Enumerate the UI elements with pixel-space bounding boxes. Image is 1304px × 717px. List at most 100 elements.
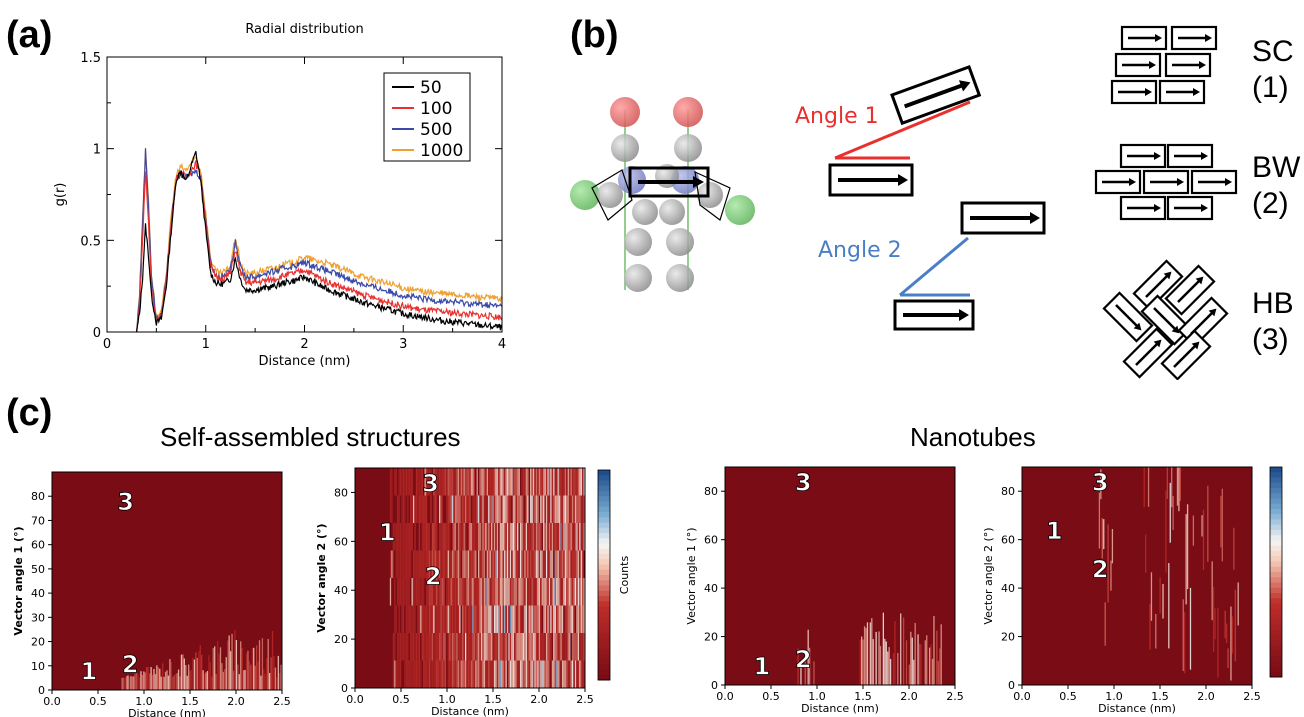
heatmap-streak [227, 640, 229, 690]
heatmap-streak [486, 495, 488, 523]
heatmap-streak [457, 495, 460, 523]
heatmap-streak [492, 660, 494, 688]
heatmap-streak [1178, 467, 1180, 512]
heatmap-streak [491, 605, 493, 633]
heatmap-streak [554, 578, 556, 606]
heatmap-streak [573, 550, 575, 578]
heatmap-streak [532, 605, 535, 633]
heatmap-streak [1227, 648, 1229, 669]
heatmap-streak [404, 633, 406, 661]
heatmap-streak [556, 523, 558, 551]
heatmap-streak [244, 669, 246, 690]
pattern-arrow [1153, 307, 1177, 331]
colorbar-cell [1270, 498, 1282, 505]
heatmap-streak [885, 641, 887, 685]
bw-box [1142, 169, 1190, 195]
heatmap-streak [467, 605, 470, 633]
heatmap-streak [401, 468, 403, 496]
heatmap-streak [141, 675, 144, 690]
heatmap-streak [172, 676, 174, 690]
heatmap-streak [254, 665, 256, 690]
heatmap-streak [514, 495, 516, 523]
heatmap-streak [551, 550, 554, 578]
heatmap-streak [479, 605, 481, 633]
heatmap-streak [551, 523, 554, 551]
pattern-arrowhead [1153, 339, 1162, 348]
heatmap-streak [410, 660, 412, 688]
heatmap-streak [522, 468, 525, 496]
heatmap-streak [486, 468, 488, 496]
heatmap-streak [554, 550, 556, 578]
heatmap-streak [245, 653, 248, 690]
heatmap-streak [548, 578, 551, 606]
heatmap-streak [391, 495, 393, 523]
heatmap-streak [1162, 584, 1164, 619]
heatmap-streak [225, 657, 227, 690]
heatmap-streak [475, 523, 477, 551]
heatmap-streak [582, 605, 584, 633]
heatmap-streak [506, 495, 509, 523]
heatmap-streak [482, 495, 484, 523]
heatmap-bg [725, 467, 955, 685]
heatmap-streak [399, 633, 402, 661]
heatmap-streak [166, 670, 168, 690]
heatmap-streak [402, 550, 405, 578]
pattern-arrow [1177, 279, 1201, 303]
angle2-line-a [899, 236, 969, 297]
heatmap-streak [492, 578, 494, 606]
heatmap-streak [553, 605, 555, 633]
pattern-hb-num: (3) [1252, 323, 1289, 356]
heatmap-streak [449, 660, 451, 688]
heatmap-streak [569, 495, 571, 523]
heatmap-streak [579, 605, 581, 633]
heatmap-streak [427, 605, 429, 633]
heatmap-streak [531, 468, 533, 496]
heatmap-streak [512, 660, 515, 688]
heatmap-streak [1221, 488, 1223, 562]
pattern-arrowhead [1191, 341, 1200, 350]
heatmap-ytick-label: 10 [31, 660, 45, 673]
heatmap-streak [193, 659, 196, 690]
heatmap-streak [509, 578, 512, 606]
heatmap-streak [547, 660, 549, 688]
heatmap-streak [518, 468, 520, 496]
heatmap-streak [522, 605, 525, 633]
heatmap-streak [550, 468, 552, 496]
heatmap-streak [518, 605, 520, 633]
heatmap-streak [926, 635, 928, 685]
heatmap-streak [547, 523, 549, 551]
heatmap-streak [553, 468, 555, 496]
heatmap-streak [524, 523, 526, 551]
heatmap-streak [465, 550, 467, 578]
rdf-legend-label: 50 [420, 78, 442, 98]
heatmap-xtick-label: 0.5 [762, 690, 780, 703]
heatmap-streak [463, 550, 465, 578]
vector-box [628, 166, 710, 198]
heatmap-streak [541, 468, 543, 496]
heatmap-streak [451, 523, 454, 551]
heatmap-streak [519, 495, 522, 523]
heatmap-streak [425, 633, 428, 661]
heatmap-streak [534, 605, 536, 633]
colorbar-cell [598, 506, 610, 513]
heatmap-frame [51, 471, 283, 691]
heatmap-annotation: 3 [795, 469, 812, 497]
heatmap-streak [527, 660, 529, 688]
heatmap-streak [543, 550, 545, 578]
heatmap-streak [492, 468, 494, 496]
heatmap-streak [470, 523, 473, 551]
heatmap-streak [438, 605, 441, 633]
heatmap-streak [424, 550, 426, 578]
heatmap-streak [428, 523, 431, 551]
heatmap-streak [418, 550, 421, 578]
heatmap-streak [208, 654, 210, 690]
heatmap-streak [488, 578, 490, 606]
heatmap-streak [897, 652, 899, 685]
heatmap-streak [579, 550, 581, 578]
heatmap-streak [408, 660, 410, 688]
heatmap-streak [505, 660, 507, 688]
heatmap-streak [527, 468, 529, 496]
heatmap-xtick-label: 1.5 [1151, 690, 1169, 703]
heatmap-streak [451, 605, 454, 633]
heatmap-streak [466, 550, 468, 578]
